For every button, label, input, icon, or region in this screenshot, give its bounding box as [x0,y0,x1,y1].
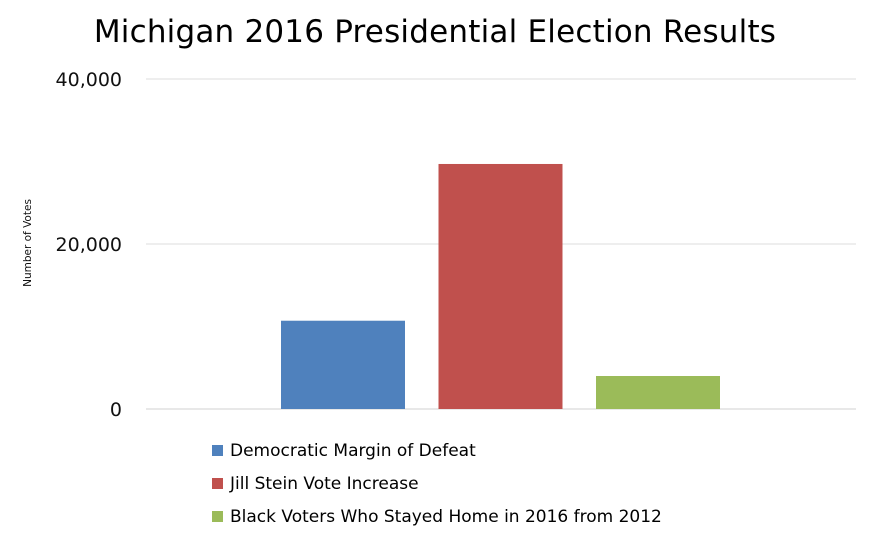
y-tick-label: 20,000 [56,234,122,256]
legend-label: Black Voters Who Stayed Home in 2016 fro… [230,506,662,527]
legend-label: Jill Stein Vote Increase [230,473,419,494]
bar-1 [281,320,405,409]
legend-swatch [212,511,223,522]
legend-label: Democratic Margin of Defeat [230,440,476,461]
legend-swatch [212,445,223,456]
y-tick-label: 0 [110,399,122,421]
y-tick-label: 40,000 [56,69,122,91]
legend-item: Black Voters Who Stayed Home in 2016 fro… [212,500,662,533]
legend-item: Democratic Margin of Defeat [212,434,662,467]
legend-item: Jill Stein Vote Increase [212,467,662,500]
y-axis-ticks: 0 20,000 40,000 [56,69,122,421]
bars [281,163,720,409]
bar-3 [596,376,720,409]
chart-title: Michigan 2016 Presidential Election Resu… [93,14,777,50]
y-axis-label: Number of Votes [22,199,34,287]
legend-swatch [212,478,223,489]
legend: Democratic Margin of Defeat Jill Stein Vo… [212,434,662,533]
bar-2 [438,163,563,409]
